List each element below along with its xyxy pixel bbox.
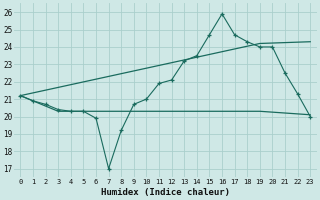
X-axis label: Humidex (Indice chaleur): Humidex (Indice chaleur) — [101, 188, 230, 197]
